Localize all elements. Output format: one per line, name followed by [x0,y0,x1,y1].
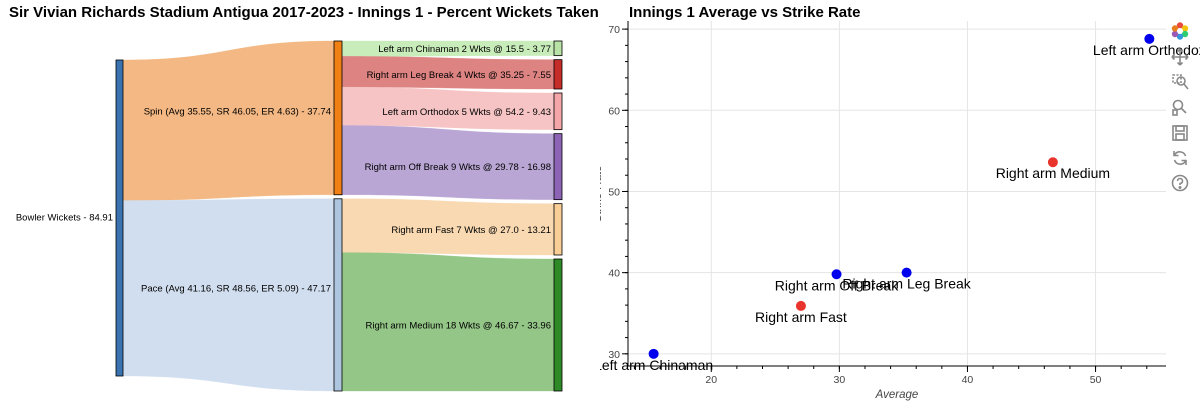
x-axis-label: Average [875,389,919,401]
node-spin [333,40,343,196]
y-tick-label: 70 [608,24,620,36]
help-icon[interactable] [1169,172,1191,194]
point-right-arm-medium [1047,157,1058,168]
save-icon[interactable] [1169,122,1191,144]
x-tick-label: 50 [1090,374,1102,386]
y-tick-label: 60 [608,105,620,117]
point-left-arm-chinaman [648,348,659,359]
node-label-right-arm-medium-18: Right arm Medium 18 Wkts @ 46.67 - 33.96 [366,321,551,332]
point-label-right-arm-leg-break: Right arm Leg Break [842,276,971,292]
node-label-right-arm-leg-break-4: Right arm Leg Break 4 Wkts @ 35.25 - 7.5… [367,70,551,81]
bokeh-logo-icon[interactable] [1169,20,1191,42]
link-root-spin [122,40,335,201]
scatter-title: Innings 1 Average vs Strike Rate [629,4,861,21]
wheel-zoom-icon[interactable] [1169,96,1191,118]
node-right-arm-off-break-9 [553,133,563,201]
x-tick-label: 30 [834,374,846,386]
node-label-spin: Spin (Avg 35.55, SR 46.05, ER 4.63) - 37… [144,106,331,117]
sankey-nodes [115,40,563,392]
node-label-pace: Pace (Avg 41.16, SR 48.56, ER 5.09) - 47… [141,283,331,294]
sankey-links [122,40,555,392]
point-left-arm-orthodox [1144,33,1155,44]
point-right-arm-off-break [831,269,842,280]
point-label-right-arm-medium: Right arm Medium [996,165,1110,181]
link-root-pace [122,198,335,392]
y-tick-label: 40 [608,268,620,280]
sankey-title: Sir Vivian Richards Stadium Antigua 2017… [9,4,600,21]
node-right-arm-medium-18 [553,258,563,392]
grid-lines [628,21,1166,366]
pan-icon[interactable] [1169,46,1191,68]
point-label-left-arm-orthodox: Left arm Orthodox [1093,42,1200,58]
node-label-right-arm-off-break-9: Right arm Off Break 9 Wkts @ 29.78 - 16.… [365,162,551,173]
node-label-right-arm-fast-7: Right arm Fast 7 Wkts @ 27.0 - 13.21 [391,225,551,236]
sankey-panel: Sir Vivian Richards Stadium Antigua 2017… [9,4,600,392]
y-tick-label: 50 [608,186,620,198]
point-label-right-arm-fast: Right arm Fast [755,309,847,325]
node-right-arm-fast-7 [553,203,563,256]
node-right-arm-leg-break-4 [553,59,563,90]
y-axis-label: Strike Rate [600,165,604,222]
x-tick-label: 40 [962,374,974,386]
scatter-points [648,33,1155,359]
sankey-chart: Bowler Wickets - 84.91 Spin (Avg 35.55, S… [16,40,563,392]
point-label-right-arm-off-break: Right arm Off Break [775,277,899,293]
node-pace [333,198,343,392]
scatter-panel: Innings 1 Average vs Strike Rate 20 30 40 5… [600,0,1200,409]
node-bowler-wickets [115,59,124,377]
point-right-arm-fast [795,300,806,311]
node-left-arm-orthodox-5 [553,92,563,131]
plot-toolbar [1168,20,1194,200]
point-label-left-arm-chinaman: Left arm Chinaman [600,357,713,373]
zoom-icon[interactable] [1169,71,1191,93]
reset-icon[interactable] [1169,147,1191,169]
node-label-left-arm-orthodox-5: Left arm Orthodox 5 Wkts @ 54.2 - 9.43 [382,107,551,118]
scatter-point-labels: Left arm Chinaman Right arm Fast Right arm… [600,42,1200,373]
node-label-left-arm-chinaman-2: Left arm Chinaman 2 Wkts @ 15.5 - 3.77 [378,44,551,55]
node-label-bowler-wickets: Bowler Wickets - 84.91 [16,213,113,224]
sankey-labels: Bowler Wickets - 84.91 Spin (Avg 35.55, S… [16,44,551,332]
point-right-arm-leg-break [901,267,912,278]
axes: 20 30 40 50 30 40 50 60 70 Average Strike Rate [600,21,1166,401]
y-tick-label: 30 [608,349,620,361]
x-tick-label: 20 [705,374,717,386]
node-left-arm-chinaman-2 [553,40,563,57]
